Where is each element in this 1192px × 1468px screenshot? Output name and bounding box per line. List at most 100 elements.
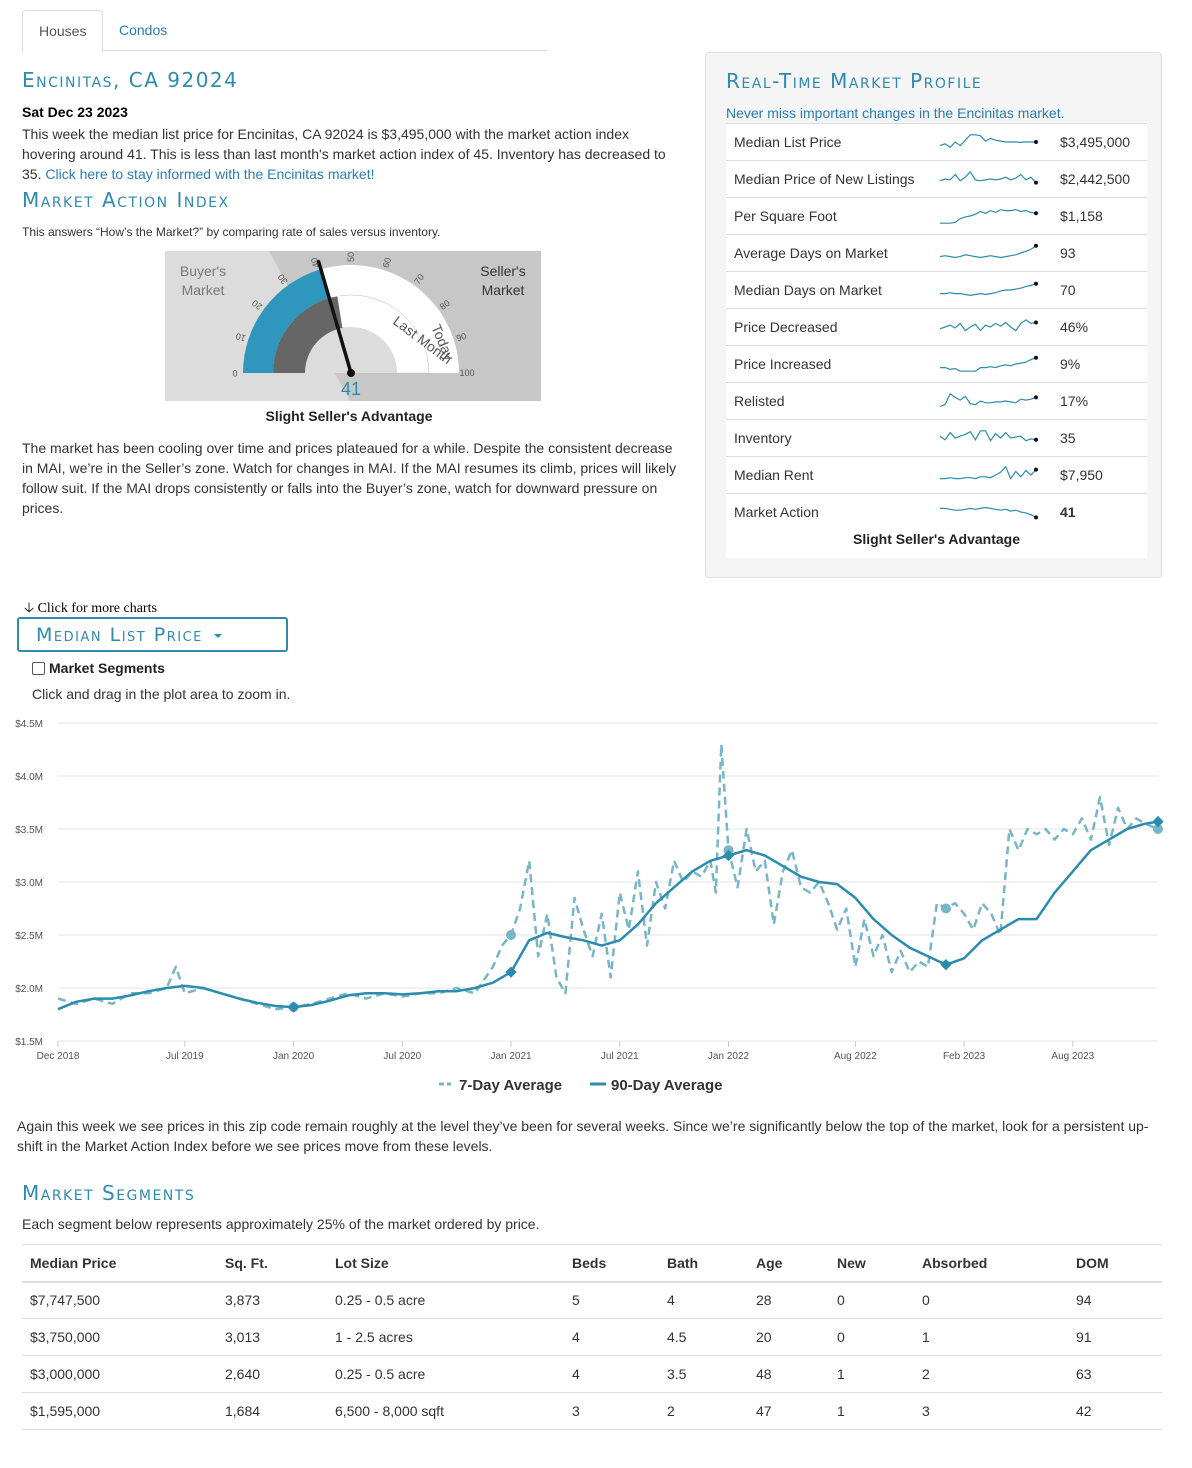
segments-column-header[interactable]: Lot Size (327, 1244, 564, 1283)
table-cell: 0.25 - 0.5 acre (327, 1355, 564, 1393)
sparkline-endpoint (1034, 467, 1038, 472)
market-segments-label: Market Segments (49, 660, 165, 676)
market-segments-toggle[interactable]: Market Segments (32, 660, 165, 676)
profile-row-label: Average Days on Market (734, 245, 888, 261)
y-tick-label: $2.0M (15, 984, 43, 995)
series-7day-line[interactable] (57, 742, 1159, 1011)
segments-column-header[interactable]: Beds (564, 1244, 659, 1283)
market-segments-checkbox[interactable] (32, 662, 45, 675)
profile-row-label: Relisted (734, 393, 785, 409)
profile-footer: Slight Seller's Advantage (853, 531, 1020, 547)
sparkline-trend (939, 430, 1037, 442)
segments-column-header[interactable]: Age (748, 1244, 829, 1283)
property-type-tabs: Houses Condos (22, 10, 547, 52)
table-cell: 3.5 (659, 1355, 748, 1393)
profile-row: Price Increased 9% (726, 345, 1147, 382)
profile-table: Median List Price $3,495,000 Median Price … (726, 123, 1147, 558)
segments-column-header[interactable]: New (829, 1244, 914, 1283)
segments-header-row: Median Price Sq. Ft. Lot Size Beds Bath Age Ne… (22, 1244, 1162, 1283)
sparkline-trend (940, 357, 1037, 372)
more-charts-link[interactable]: 🡣 Click for more charts (24, 597, 157, 621)
gauge-needle (316, 259, 353, 375)
chart-select-dropdown[interactable]: Median List Price (17, 617, 288, 652)
chart-commentary: Again this week we see prices in this zi… (17, 1118, 1149, 1154)
legend-7day-label[interactable]: 7-Day Average (459, 1077, 562, 1094)
y-tick-label: $1.5M (15, 1037, 43, 1048)
segments-column-header[interactable]: Bath (659, 1244, 748, 1283)
profile-row: Median Days on Market 70 (726, 271, 1147, 308)
profile-row-sparkline (940, 506, 1038, 520)
segments-column-header[interactable]: Absorbed (914, 1244, 1068, 1283)
tab-condos[interactable]: Condos (119, 22, 168, 38)
tab-houses[interactable]: Houses (22, 10, 104, 52)
table-cell: 63 (1068, 1355, 1162, 1393)
sparkline-endpoint (1034, 281, 1038, 286)
x-tick-label: Feb 2023 (943, 1051, 986, 1062)
x-tick-label: Jan 2020 (273, 1051, 315, 1062)
gauge-tick-label: 70 (412, 272, 426, 286)
profile-row-value: $1,158 (1060, 208, 1103, 224)
profile-row-sparkline (940, 281, 1038, 297)
series-90day-line[interactable] (57, 820, 1159, 1011)
profile-row-sparkline (939, 392, 1038, 407)
y-tick-label: $3.0M (15, 878, 43, 889)
series-7day-marker[interactable] (1153, 824, 1163, 834)
series-7day-marker[interactable] (940, 903, 951, 914)
stay-informed-link[interactable]: Click here to stay informed with the Enc… (45, 166, 375, 182)
gauge-last-month-arc (273, 295, 344, 373)
series-7day-marker[interactable] (506, 930, 517, 940)
series-90day-marker[interactable] (287, 1001, 300, 1013)
y-tick-label: $2.5M (15, 931, 43, 942)
segments-column-header[interactable]: Median Price (22, 1244, 217, 1283)
profile-row-label: Median Price of New Listings (734, 171, 915, 187)
profile-row: Median Price of New Listings $2,442,500 (726, 160, 1147, 197)
table-cell: 0 (914, 1281, 1068, 1319)
table-cell: 3,873 (217, 1281, 327, 1319)
profile-row-value: 35 (1060, 430, 1076, 446)
sparkline-trend (939, 392, 1037, 407)
sparkline-trend (940, 209, 1037, 224)
gauge-tick-label: 90 (455, 331, 468, 344)
y-tick-label: $3.5M (15, 825, 43, 836)
gauge-sellers-label-2: Market (482, 282, 525, 298)
profile-row-label: Price Increased (734, 356, 832, 372)
median-list-price-chart[interactable]: $1.5M $2.0M $2.5M $3.0M $3.5M $4.0M $4.5M Dec … (0, 712, 1192, 1102)
segments-column-header[interactable]: Sq. Ft. (217, 1244, 327, 1283)
profile-row-label: Median List Price (734, 134, 842, 150)
market-summary: This week the median list price for Enci… (22, 124, 682, 184)
profile-row: Relisted 17% (726, 382, 1147, 419)
gauge-value: 41 (341, 379, 361, 399)
series-90day-marker[interactable] (940, 959, 952, 971)
sparkline-trend (939, 170, 1037, 184)
y-tick-label: $4.5M (15, 719, 43, 730)
chart-select-label: Median List Price (36, 624, 203, 646)
segments-column-header[interactable]: DOM (1068, 1244, 1162, 1283)
sparkline-trend (940, 283, 1037, 297)
gauge-buyers-label-1: Buyer's (180, 263, 226, 279)
x-tick-label: Aug 2023 (1051, 1051, 1094, 1062)
sparkline-endpoint (1034, 395, 1038, 400)
table-cell: 4 (564, 1355, 659, 1393)
profile-row-label: Median Rent (734, 467, 814, 483)
series-90day-marker[interactable] (722, 849, 735, 862)
profile-subscribe-link[interactable]: Never miss important changes in the Enci… (726, 105, 1065, 121)
gauge-tick-label: 60 (381, 256, 394, 269)
series-90day-marker[interactable] (1152, 815, 1164, 828)
table-cell: 0.25 - 0.5 acre (327, 1281, 564, 1319)
table-cell: 20 (748, 1318, 829, 1356)
sparkline-endpoint (1034, 437, 1038, 442)
gauge-last-month-marker (332, 266, 346, 328)
legend-90day-label[interactable]: 90-Day Average (611, 1077, 722, 1094)
table-cell: 2,640 (217, 1355, 327, 1393)
report-date: Sat Dec 23 2023 (22, 104, 128, 120)
profile-row-sparkline (940, 465, 1038, 480)
table-cell: 1 (829, 1392, 914, 1430)
x-tick-label: Dec 2018 (37, 1051, 80, 1062)
series-90day-marker[interactable] (505, 966, 517, 978)
sparkline-endpoint (1034, 515, 1038, 520)
table-cell: 28 (748, 1281, 829, 1319)
sparkline-endpoint (1034, 243, 1038, 248)
x-tick-label: Jul 2021 (601, 1051, 639, 1062)
table-cell: 1,684 (217, 1392, 327, 1430)
segments-table: Median Price Sq. Ft. Lot Size Beds Bath Age Ne… (22, 1244, 1162, 1430)
